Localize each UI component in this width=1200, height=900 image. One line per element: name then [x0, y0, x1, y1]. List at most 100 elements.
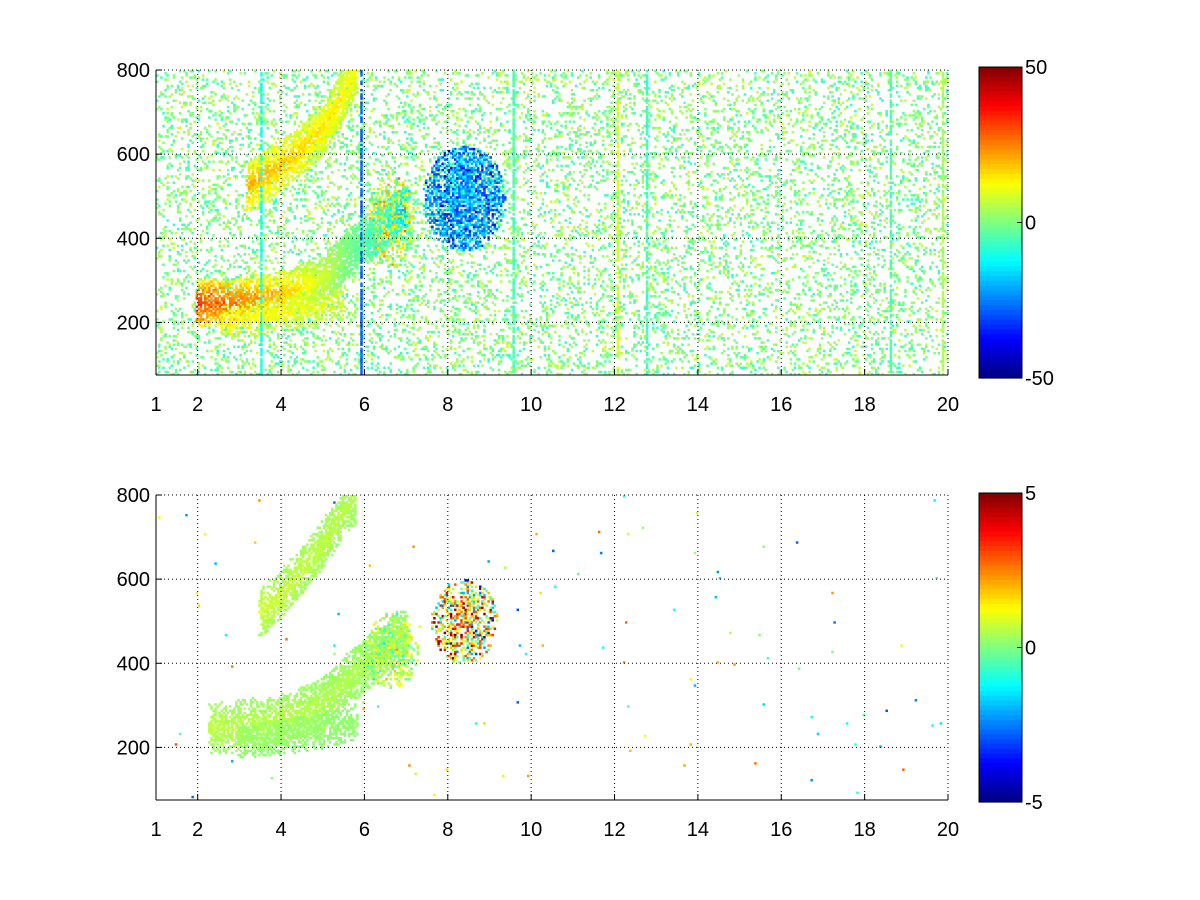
heatmap-cell [383, 114, 386, 117]
heatmap-cell [537, 162, 540, 166]
heatmap-cell [239, 194, 242, 197]
heatmap-cell [362, 250, 365, 254]
heatmap-cell [366, 261, 369, 264]
heatmap-cell [241, 339, 244, 342]
heatmap-cell [156, 189, 159, 193]
heatmap-cell [447, 299, 451, 302]
heatmap-cell [497, 187, 501, 191]
heatmap-cell [181, 105, 184, 109]
heatmap-cell [160, 305, 163, 309]
heatmap-cell [466, 173, 470, 176]
heatmap-cell [368, 257, 372, 260]
heatmap-cell [470, 370, 474, 374]
heatmap-cell [160, 286, 163, 290]
heatmap-cell [278, 198, 282, 201]
heatmap-cell [324, 213, 328, 216]
heatmap-cell [510, 196, 513, 199]
heatmap-cell [197, 335, 201, 338]
heatmap-cell [349, 152, 353, 155]
heatmap-cell [308, 84, 311, 88]
heatmap-cell [320, 314, 324, 317]
heatmap-cell [531, 244, 534, 248]
heatmap-cell [191, 112, 194, 115]
heatmap-cell [245, 261, 249, 264]
heatmap-cell [474, 274, 478, 277]
heatmap-cell [539, 286, 542, 290]
heatmap-cell [278, 271, 282, 275]
heatmap-cell [160, 337, 163, 340]
heatmap-cell [424, 292, 428, 296]
heatmap-cell [422, 253, 426, 256]
heatmap-cell [462, 128, 465, 132]
heatmap-cell [416, 328, 420, 332]
heatmap-cell [337, 185, 340, 189]
heatmap-cell [489, 120, 492, 123]
heatmap-cell [256, 112, 259, 115]
heatmap-cell [541, 128, 545, 132]
heatmap-cell [360, 175, 363, 178]
heatmap-cell [366, 78, 369, 81]
heatmap-cell [518, 269, 522, 273]
heatmap-cell [526, 139, 530, 142]
heatmap-cell [195, 166, 199, 170]
heatmap-cell [479, 124, 482, 128]
heatmap-cell [224, 358, 228, 361]
heatmap-cell [433, 156, 436, 159]
heatmap-cell [206, 219, 209, 222]
heatmap-cell [158, 370, 161, 374]
heatmap-cell [303, 351, 307, 355]
heatmap-cell [429, 158, 432, 161]
heatmap-cell [547, 347, 551, 351]
heatmap-cell [272, 177, 276, 180]
heatmap-cell [258, 114, 261, 117]
heatmap-cell [172, 263, 176, 267]
heatmap-cell [258, 147, 261, 151]
heatmap-cell [526, 202, 530, 206]
heatmap-cell [349, 337, 353, 340]
heatmap-cell [416, 309, 420, 313]
heatmap-cell [268, 324, 272, 328]
heatmap-cell [226, 173, 230, 176]
heatmap-cell [328, 314, 332, 317]
heatmap-cell [337, 168, 340, 172]
heatmap-cell [312, 231, 315, 235]
heatmap-cell [543, 255, 547, 258]
heatmap-cell [512, 267, 515, 271]
heatmap-cell [260, 271, 263, 275]
heatmap-cell [416, 244, 420, 248]
heatmap-cell [168, 335, 171, 338]
heatmap-cell [472, 158, 476, 161]
heatmap-cell [247, 299, 251, 302]
heatmap-cell [208, 341, 211, 344]
heatmap-cell [535, 223, 538, 227]
heatmap-cell [410, 242, 413, 245]
heatmap-cell [470, 116, 474, 119]
heatmap-cell [431, 330, 434, 334]
heatmap-cell [426, 173, 430, 176]
heatmap-cell [310, 168, 313, 172]
heatmap-cell [176, 208, 180, 212]
heatmap-cell [285, 328, 288, 332]
heatmap-cell [489, 194, 492, 197]
heatmap-cell [174, 370, 178, 374]
heatmap-cell [345, 76, 349, 79]
heatmap-cell [462, 322, 465, 325]
heatmap-cell [351, 242, 355, 245]
heatmap-cell [178, 101, 182, 105]
heatmap-cell [439, 103, 442, 107]
heatmap-cell [283, 261, 286, 264]
heatmap-cell [333, 288, 336, 292]
heatmap-cell [485, 295, 488, 298]
heatmap-cell [206, 311, 209, 315]
heatmap-cell [339, 280, 342, 283]
heatmap-cell [270, 284, 274, 288]
heatmap-cell [447, 97, 451, 100]
heatmap-cell [222, 175, 226, 178]
heatmap-cell [433, 215, 436, 218]
heatmap-cell [389, 88, 392, 92]
heatmap-cell [535, 192, 538, 195]
heatmap-cell [441, 240, 445, 243]
heatmap-cell [260, 318, 263, 321]
heatmap-cell [541, 198, 545, 201]
heatmap-cell [389, 166, 392, 170]
